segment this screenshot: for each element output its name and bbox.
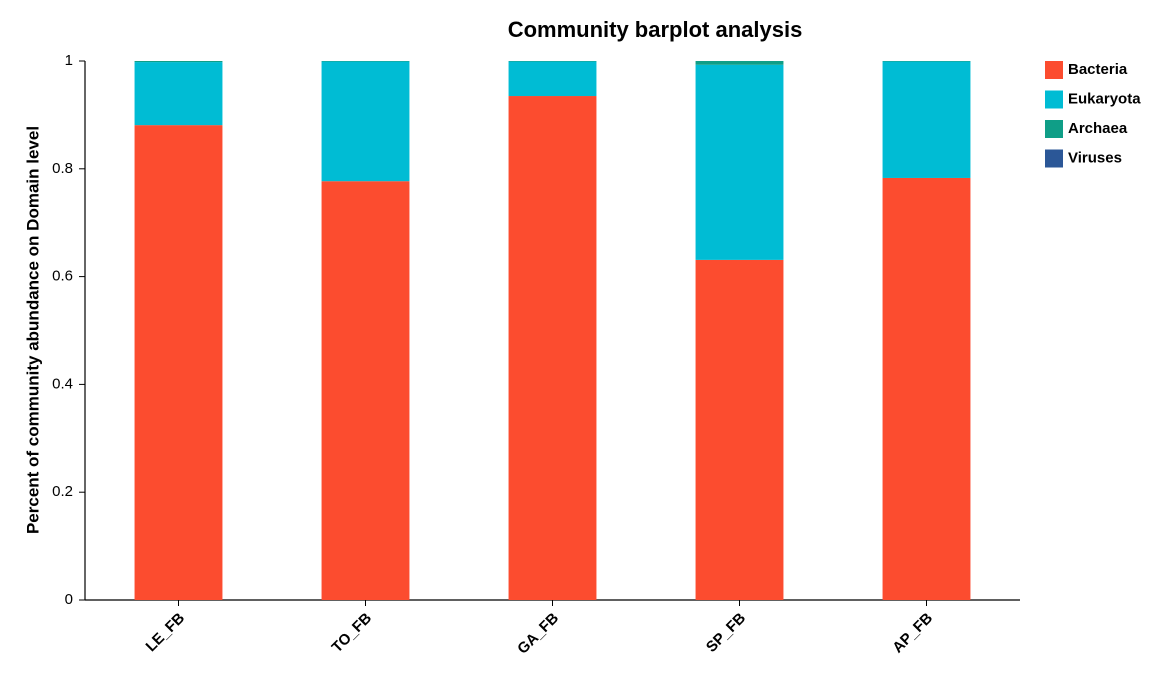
x-tick-label: LE_FB bbox=[143, 610, 189, 656]
y-tick-label: 0 bbox=[65, 591, 73, 608]
bar-segment bbox=[695, 61, 784, 65]
legend-label: Eukaryota bbox=[1068, 90, 1141, 107]
bar-segment bbox=[321, 61, 410, 182]
bar-segment bbox=[882, 177, 971, 600]
y-tick-label: 0.6 bbox=[52, 268, 73, 285]
x-tick-label: GA_FB bbox=[514, 610, 562, 658]
bar-segment bbox=[508, 96, 597, 600]
bar-segment bbox=[321, 181, 410, 600]
legend-swatch bbox=[1045, 90, 1063, 109]
legend-label: Bacteria bbox=[1068, 61, 1128, 78]
legend-label: Archaea bbox=[1068, 120, 1128, 137]
bar-segment bbox=[134, 125, 223, 601]
bar-segment bbox=[882, 61, 971, 62]
y-axis-label: Percent of community abundance on Domain… bbox=[23, 126, 42, 534]
x-tick-label: TO_FB bbox=[329, 610, 376, 657]
bar-segment bbox=[695, 64, 784, 260]
y-tick-label: 0.4 bbox=[52, 375, 73, 392]
chart-title: Community barplot analysis bbox=[508, 17, 803, 42]
bar-segment bbox=[882, 61, 971, 178]
y-tick-label: 0.2 bbox=[52, 483, 73, 500]
bar-segment bbox=[508, 61, 597, 97]
legend-swatch bbox=[1045, 149, 1063, 168]
bar-segment bbox=[321, 61, 410, 62]
legend-label: Viruses bbox=[1068, 149, 1122, 166]
y-tick-label: 0.8 bbox=[52, 160, 73, 177]
bar-segment bbox=[134, 62, 223, 126]
bar-segment bbox=[134, 61, 223, 63]
y-tick-label: 1 bbox=[65, 52, 73, 69]
x-tick-label: SP_FB bbox=[703, 610, 749, 656]
x-tick-label: AP_FB bbox=[889, 610, 936, 657]
bar-segment bbox=[695, 259, 784, 600]
legend-swatch bbox=[1045, 61, 1063, 79]
legend-swatch bbox=[1045, 120, 1063, 138]
bar-segment bbox=[508, 61, 597, 62]
